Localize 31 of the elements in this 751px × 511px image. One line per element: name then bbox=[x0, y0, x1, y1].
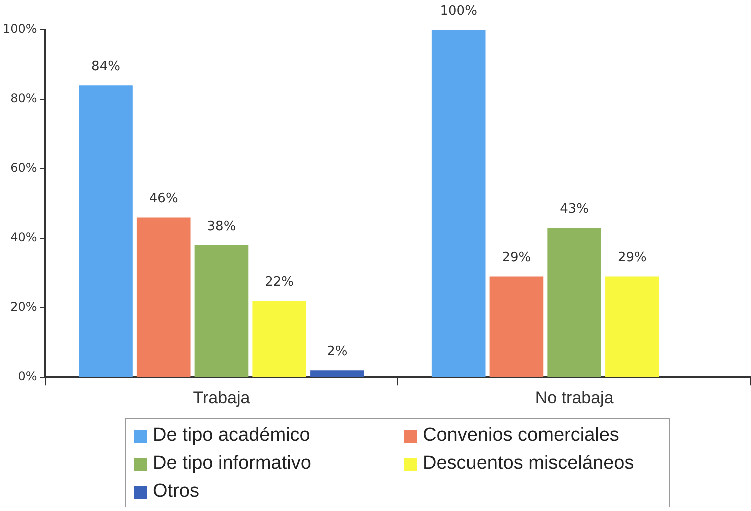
data-label: 29% bbox=[618, 250, 647, 266]
data-label: 2% bbox=[327, 344, 348, 360]
y-tick-label: 60% bbox=[10, 161, 38, 176]
bar bbox=[194, 246, 249, 378]
data-label: 29% bbox=[502, 250, 532, 266]
data-label: 43% bbox=[560, 202, 590, 218]
bar bbox=[252, 301, 307, 378]
bar bbox=[548, 228, 602, 378]
bar bbox=[490, 276, 544, 378]
y-tick-label: 100% bbox=[2, 22, 38, 36]
bar bbox=[432, 30, 486, 378]
x-tick-label: Trabaja bbox=[193, 388, 251, 408]
y-tick-label: 80% bbox=[10, 92, 38, 106]
legend-label: Otros bbox=[153, 481, 200, 503]
data-label: 100% bbox=[440, 4, 478, 19]
y-tick-label: 20% bbox=[10, 300, 38, 314]
bar bbox=[310, 370, 364, 378]
data-label: 38% bbox=[207, 219, 236, 234]
y-tick-label: 0% bbox=[18, 370, 38, 384]
legend-label: Convenios comerciales bbox=[423, 425, 620, 447]
legend-label: De tipo informativo bbox=[153, 453, 312, 475]
bar bbox=[79, 86, 133, 378]
data-label: 84% bbox=[92, 59, 120, 74]
bar bbox=[136, 218, 191, 378]
data-label: 22% bbox=[265, 275, 294, 290]
data-label: 46% bbox=[149, 192, 178, 207]
legend-label: De tipo académico bbox=[153, 425, 310, 447]
x-tick-label: No trabaja bbox=[535, 388, 614, 408]
legend-label: Descuentos misceláneos bbox=[423, 453, 634, 475]
y-tick-label: 40% bbox=[10, 230, 38, 245]
bar bbox=[606, 276, 660, 378]
